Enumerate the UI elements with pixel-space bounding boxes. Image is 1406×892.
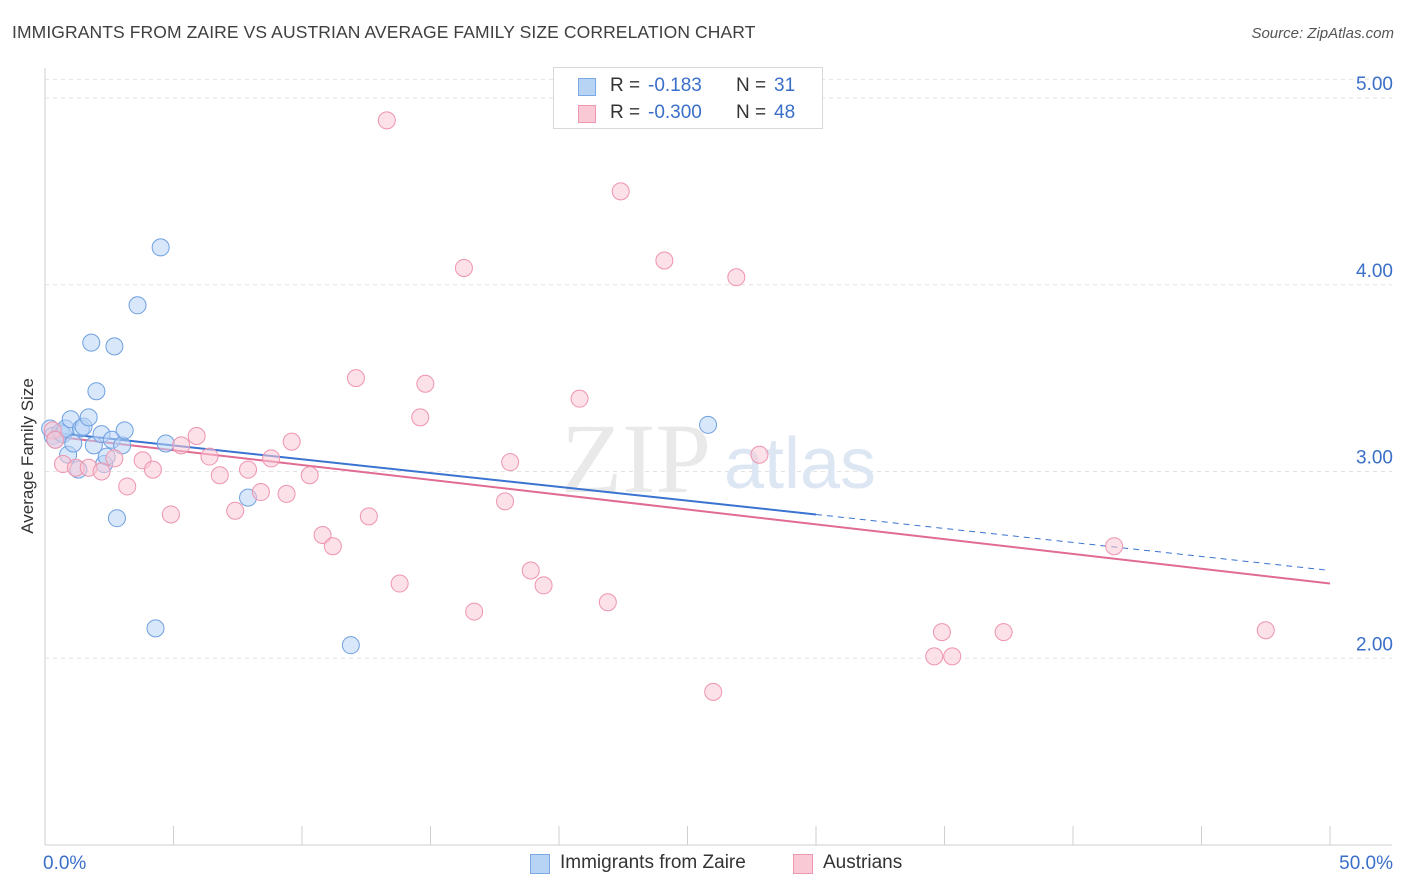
austrian-point: [501, 453, 520, 472]
austrian-point: [1256, 621, 1275, 640]
austrian-point: [262, 449, 281, 468]
legend-r-label: R =: [610, 75, 641, 96]
gridlines: [45, 78, 1392, 659]
legend-swatch-pink: [578, 105, 596, 123]
zaire-point: [87, 382, 106, 401]
y-tick-label: 4.00: [1356, 261, 1393, 282]
austrian-point: [534, 576, 553, 595]
austrian-point: [323, 537, 342, 556]
austrian-point: [187, 427, 206, 446]
zaire-point: [115, 421, 134, 440]
tick-labels: 2.00 3.00 4.00 5.00 0.0% 50.0%: [43, 74, 1393, 874]
austrian-point: [282, 432, 301, 451]
austrian-point: [943, 647, 962, 666]
austrian-point: [377, 111, 396, 130]
austrian-point: [932, 623, 951, 642]
chart-title: IMMIGRANTS FROM ZAIRE VS AUSTRIAN AVERAG…: [12, 22, 756, 42]
austrian-point: [416, 374, 435, 393]
austrian-point: [277, 484, 296, 503]
correlation-legend: R = -0.183 N = 31 R = -0.300 N = 48: [553, 67, 823, 129]
austrian-point: [118, 477, 137, 496]
legend-n-label: N =: [736, 75, 767, 96]
austrian-point: [92, 462, 111, 481]
zaire-point: [699, 415, 718, 434]
zaire-trend-extension: [815, 513, 1331, 571]
austrian-point: [496, 492, 515, 511]
watermark: ZIP atlas: [561, 403, 876, 514]
austrian-point: [611, 182, 630, 201]
y-axis-label: Average Family Size: [18, 378, 37, 534]
zaire-point: [82, 333, 101, 352]
austrian-point: [411, 408, 430, 427]
legend-r-value: -0.300: [648, 102, 702, 123]
austrian-point: [300, 466, 319, 485]
austrian-point: [210, 466, 229, 485]
axes: [44, 68, 1392, 846]
austrian-point: [454, 258, 473, 277]
austrian-point: [465, 602, 484, 621]
zaire-point: [151, 238, 170, 257]
austrian-point: [105, 449, 124, 468]
zaire-point: [107, 509, 126, 528]
legend-n-label: N =: [736, 102, 767, 123]
bottom-legend-swatch-blue: [530, 854, 550, 874]
legend-n-value: 48: [774, 102, 796, 123]
x-tick-label-max: 50.0%: [1339, 853, 1393, 874]
y-tick-label: 5.00: [1356, 74, 1393, 95]
austrian-point: [313, 526, 332, 544]
zaire-point: [64, 434, 83, 453]
x-tick-label-min: 0.0%: [43, 853, 86, 874]
source-label: Source: ZipAtlas.com: [1251, 25, 1394, 42]
zaire-point: [146, 619, 165, 638]
zaire-point: [156, 434, 175, 453]
austrian-point: [750, 445, 769, 464]
y-tick-label: 2.00: [1356, 634, 1393, 655]
austrian-point: [598, 593, 617, 612]
austrian-point: [200, 447, 219, 466]
legend-r-label: R =: [610, 102, 641, 123]
zaire-point: [79, 408, 98, 427]
austrian-point: [521, 561, 540, 580]
austrian-point: [704, 682, 723, 701]
zaire-point: [341, 636, 360, 655]
zaire-point: [128, 296, 147, 315]
bottom-legend-label: Austrians: [823, 852, 903, 873]
austrian-point: [359, 507, 378, 526]
data-points: [41, 111, 1275, 701]
austrian-point: [226, 501, 245, 520]
austrian-point: [655, 251, 674, 270]
austrian-point: [143, 460, 162, 479]
bottom-legend-label: Immigrants from Zaire: [560, 852, 746, 873]
austrian-point: [570, 389, 589, 408]
austrian-point: [46, 430, 65, 449]
bottom-legend-swatch-pink: [793, 854, 813, 874]
austrian-point: [346, 369, 365, 388]
legend-n-value: 31: [774, 75, 796, 96]
zaire-point: [105, 337, 124, 356]
austrian-point: [172, 436, 191, 455]
austrian-point: [925, 647, 944, 666]
watermark-atlas: atlas: [724, 424, 876, 504]
austrian-point: [161, 505, 180, 524]
austrian-point: [239, 460, 258, 479]
austrian-point: [994, 623, 1013, 642]
legend-r-value: -0.183: [648, 75, 702, 96]
austrian-point: [727, 268, 746, 287]
y-tick-label: 3.00: [1356, 448, 1393, 469]
legend-swatch-blue: [578, 78, 596, 96]
austrian-point: [390, 574, 409, 593]
austrian-point: [1105, 537, 1124, 556]
austrian-point: [251, 483, 270, 502]
